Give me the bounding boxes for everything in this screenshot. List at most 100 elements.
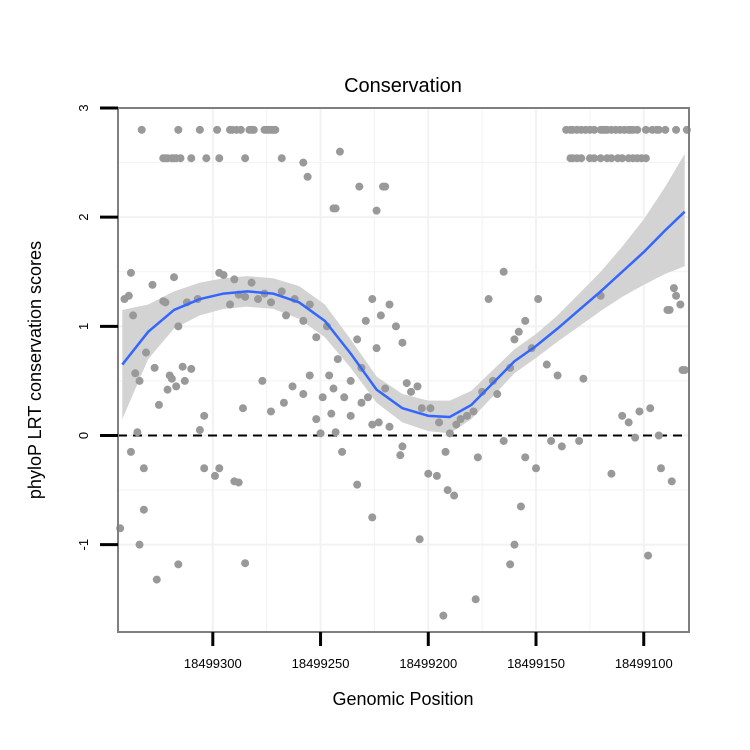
data-point — [506, 363, 515, 372]
data-point — [577, 154, 586, 163]
data-point — [241, 154, 250, 163]
data-point — [618, 154, 627, 163]
data-point — [355, 182, 364, 191]
data-point — [363, 393, 372, 402]
data-point — [547, 436, 556, 445]
data-point — [368, 513, 377, 522]
data-point — [271, 125, 280, 134]
data-point — [340, 393, 349, 402]
data-point — [152, 575, 161, 584]
data-point — [129, 311, 138, 320]
data-point — [402, 379, 411, 388]
data-point — [254, 295, 263, 304]
data-point — [661, 125, 670, 134]
data-point — [210, 471, 219, 480]
data-point — [478, 387, 487, 396]
data-point — [165, 371, 174, 380]
data-point — [445, 429, 454, 438]
data-point — [372, 344, 381, 353]
data-point — [195, 125, 204, 134]
data-point — [200, 464, 209, 473]
data-point — [471, 595, 480, 604]
data-point — [180, 376, 189, 385]
data-point — [249, 125, 258, 134]
chart-title: Conservation — [344, 75, 462, 97]
data-point — [398, 338, 407, 347]
data-point — [579, 374, 588, 383]
data-point — [148, 280, 157, 289]
data-point — [372, 206, 381, 215]
data-point — [374, 418, 383, 427]
data-point — [163, 385, 172, 394]
data-point — [590, 125, 599, 134]
data-point — [161, 298, 170, 307]
data-point — [368, 420, 377, 429]
data-point — [178, 362, 187, 371]
data-point — [353, 335, 362, 344]
y-tick-label: -1 — [76, 539, 91, 551]
data-point — [361, 316, 370, 325]
data-point — [633, 125, 642, 134]
data-point — [499, 267, 508, 276]
data-point — [631, 433, 640, 442]
data-point — [126, 268, 135, 277]
data-point — [174, 125, 183, 134]
data-point — [230, 477, 239, 486]
data-point — [607, 469, 616, 478]
data-point — [557, 442, 566, 451]
data-point — [238, 404, 247, 413]
data-point — [654, 431, 663, 440]
data-point — [641, 154, 650, 163]
data-point — [417, 404, 426, 413]
data-point — [676, 300, 685, 309]
data-point — [305, 300, 314, 309]
data-point — [303, 172, 312, 181]
data-point — [142, 348, 151, 357]
data-point — [266, 298, 275, 307]
data-point — [215, 464, 224, 473]
data-point — [338, 447, 347, 456]
data-point — [656, 464, 665, 473]
data-point — [174, 322, 183, 331]
data-point — [195, 426, 204, 435]
data-point — [432, 471, 441, 480]
panel-border — [117, 107, 690, 633]
data-point — [299, 316, 308, 325]
data-point — [450, 491, 459, 500]
axis-layer: 18499300 18499250 18499200 18499150 18499100… — [76, 104, 673, 671]
data-point — [672, 125, 681, 134]
data-point — [150, 363, 159, 372]
y-tick-label: 1 — [76, 323, 91, 330]
data-point — [644, 551, 653, 560]
data-point — [396, 451, 405, 460]
data-point — [669, 284, 678, 293]
data-point — [312, 415, 321, 424]
data-point — [452, 420, 461, 429]
data-point — [305, 371, 314, 380]
data-point — [230, 275, 239, 284]
data-point — [170, 273, 179, 282]
data-point — [376, 311, 385, 320]
data-point — [226, 300, 235, 309]
data-point — [241, 292, 250, 301]
data-point — [624, 418, 633, 427]
data-point — [484, 295, 493, 304]
x-tick-label: 18499100 — [615, 656, 673, 671]
data-point — [174, 560, 183, 569]
data-point — [219, 271, 228, 280]
data-point — [641, 125, 650, 134]
data-point — [499, 436, 508, 445]
data-point — [443, 486, 452, 495]
data-point — [357, 398, 366, 407]
data-point — [415, 535, 424, 544]
data-point — [618, 411, 627, 420]
data-point — [575, 436, 584, 445]
data-point — [247, 278, 256, 287]
data-point — [424, 469, 433, 478]
data-point — [154, 400, 163, 409]
data-point — [506, 560, 515, 569]
data-point — [473, 453, 482, 462]
data-point — [282, 311, 291, 320]
data-point — [325, 371, 334, 380]
